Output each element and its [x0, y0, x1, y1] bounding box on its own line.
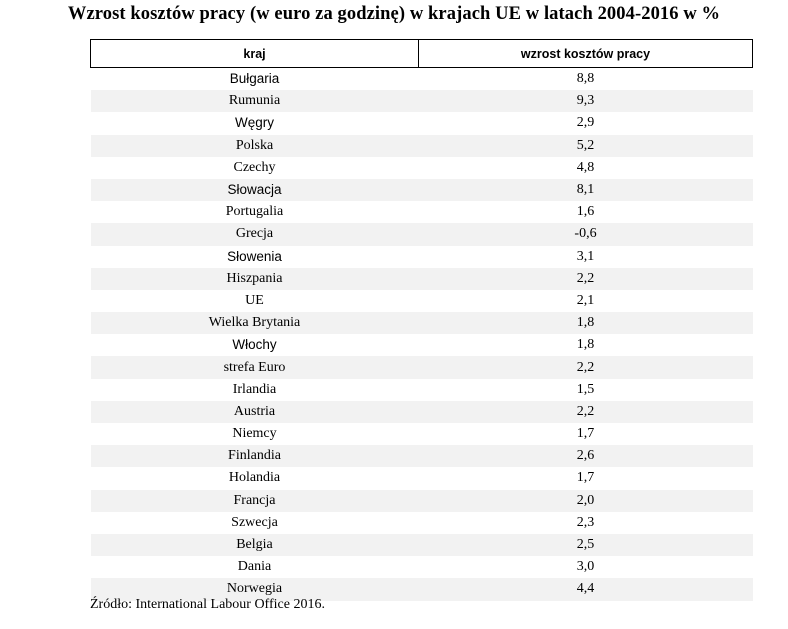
- table-row: Czechy 4,8: [91, 157, 753, 179]
- growth-value-cell: 1,8: [418, 312, 753, 335]
- growth-value-cell: 2,5: [418, 533, 753, 557]
- country-cell: Dania: [237, 559, 272, 575]
- table-row: Słowenia 3,1: [91, 246, 753, 268]
- table-row: Austria 2,2: [90, 400, 753, 423]
- labour-cost-table: kraj wzrost kosztów pracy Bułgaria 8,8 Rum…: [90, 39, 753, 601]
- table-row: Grecja -0,6: [90, 223, 753, 246]
- growth-value-cell: 4,8: [576, 159, 595, 175]
- country-cell: Portugalia: [225, 204, 284, 220]
- growth-value-cell: 3,1: [576, 248, 595, 264]
- growth-value-cell: 1,8: [576, 337, 595, 353]
- country-cell: Słowenia: [227, 248, 282, 264]
- growth-value-cell: 1,6: [576, 204, 595, 220]
- country-cell: Szwecja: [231, 514, 278, 530]
- source-note: Źródło: International Labour Office 2016…: [90, 597, 325, 612]
- table-row: strefa Euro 2,2: [90, 356, 753, 379]
- country-cell: Niemcy: [232, 426, 277, 442]
- country-cell: Węgry: [234, 115, 274, 131]
- table-row: Belgia 2,5: [90, 533, 753, 557]
- growth-value-cell: 3,0: [576, 559, 595, 575]
- country-cell: Austria: [90, 400, 419, 423]
- country-cell: UE: [245, 292, 264, 308]
- country-cell: Wielka Brytania: [90, 312, 419, 335]
- growth-value-cell: 8,1: [418, 178, 753, 202]
- table-row: Finlandia 2,6: [90, 445, 753, 468]
- country-cell: Irlandia: [232, 381, 277, 397]
- country-cell: Rumunia: [90, 90, 419, 113]
- growth-value-cell: 2,0: [418, 489, 753, 512]
- table-row: Węgry 2,9: [91, 112, 753, 134]
- country-cell: Czechy: [233, 159, 276, 175]
- country-cell: Francja: [90, 489, 419, 512]
- table-row: Niemcy 1,7: [91, 423, 753, 445]
- growth-value-cell: 1,7: [576, 426, 595, 442]
- country-cell: Słowacja: [90, 178, 419, 202]
- table-row: Francja 2,0: [90, 489, 753, 512]
- country-cell: Belgia: [90, 533, 419, 557]
- table-row: Irlandia 1,5: [91, 379, 753, 401]
- growth-value-cell: 2,6: [418, 445, 753, 468]
- growth-value-cell: 8,8: [576, 71, 595, 87]
- table-row: Dania 3,0: [91, 556, 753, 578]
- growth-value-cell: 2,3: [576, 514, 595, 530]
- table-row: Portugalia 1,6: [91, 201, 753, 223]
- country-cell: Hiszpania: [90, 267, 419, 290]
- growth-value-cell: 1,7: [576, 470, 595, 486]
- table-row: Szwecja 2,3: [91, 512, 753, 534]
- table-row: Słowacja 8,1: [90, 178, 753, 202]
- column-header-growth: wzrost kosztów pracy: [418, 39, 753, 68]
- table-row: Wielka Brytania 1,8: [90, 312, 753, 335]
- growth-value-cell: 9,3: [418, 90, 753, 113]
- table-row: UE 2,1: [91, 290, 753, 312]
- growth-value-cell: 5,2: [418, 134, 753, 157]
- column-header-country: kraj: [90, 39, 419, 68]
- country-cell: Finlandia: [90, 445, 419, 468]
- table-row: Norwegia 4,4: [90, 578, 753, 601]
- growth-value-cell: 2,9: [576, 115, 595, 131]
- table-row: Włochy 1,8: [91, 334, 753, 356]
- table-row: Polska 5,2: [90, 134, 753, 157]
- table-row: Rumunia 9,3: [90, 90, 753, 113]
- table-row: Hiszpania 2,2: [90, 267, 753, 290]
- chart-title: Wzrost kosztów pracy (w euro za godzinę)…: [67, 4, 721, 24]
- country-cell: Grecja: [90, 223, 419, 246]
- table-row: Bułgaria 8,8: [91, 68, 753, 91]
- growth-value-cell: 2,2: [418, 267, 753, 290]
- table-body: Bułgaria 8,8 Rumunia 9,3 Węgry 2,9 Polska 5,2 Cz…: [90, 68, 753, 601]
- growth-value-cell: 2,2: [418, 400, 753, 423]
- country-cell: Włochy: [232, 337, 277, 353]
- table-header-row: kraj wzrost kosztów pracy: [90, 39, 753, 68]
- growth-value-cell: 2,2: [418, 356, 753, 379]
- growth-value-cell: 1,5: [576, 381, 595, 397]
- growth-value-cell: -0,6: [418, 223, 753, 246]
- country-cell: strefa Euro: [90, 356, 419, 379]
- growth-value-cell: 2,1: [576, 292, 595, 308]
- table-row: Holandia 1,7: [91, 467, 753, 489]
- growth-value-cell: 4,4: [418, 578, 753, 601]
- country-cell: Holandia: [228, 470, 281, 486]
- country-cell: Polska: [90, 134, 419, 157]
- country-cell: Bułgaria: [229, 71, 280, 87]
- country-cell: Norwegia: [90, 578, 419, 601]
